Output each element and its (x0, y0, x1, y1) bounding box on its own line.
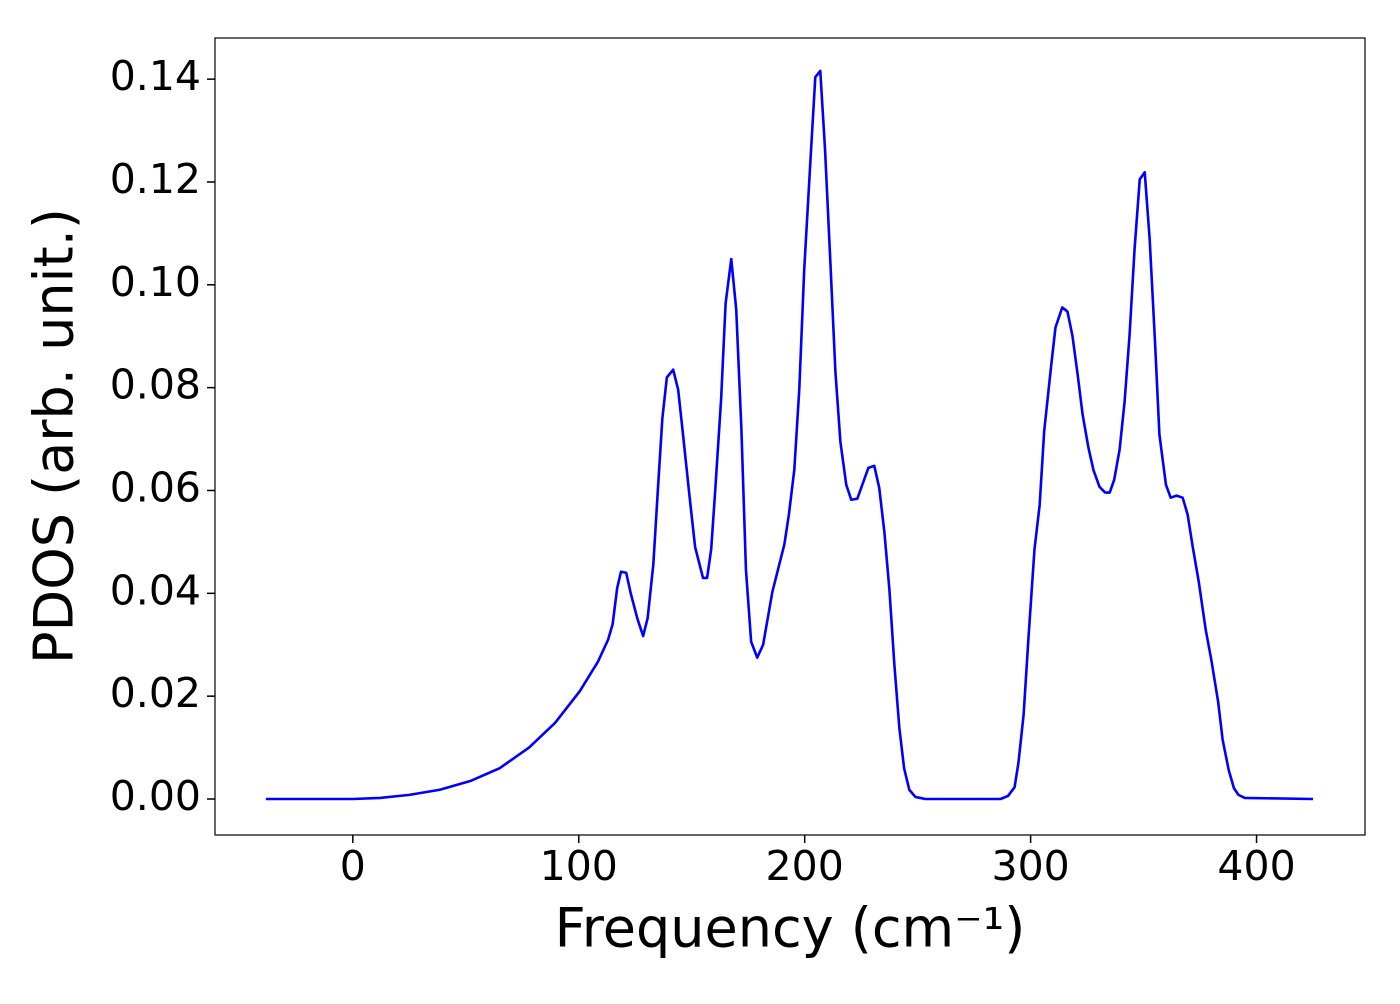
y-tick-label: 0.08 (110, 361, 201, 409)
y-tick-label: 0.02 (110, 669, 201, 717)
y-tick-label: 0.04 (110, 566, 201, 614)
y-tick-label: 0.10 (110, 258, 201, 306)
y-axis-label: PDOS (arb. unit.) (23, 208, 86, 664)
x-tick-label: 200 (766, 842, 844, 890)
x-axis-label: Frequency (cm⁻¹) (555, 897, 1026, 960)
y-tick-label: 0.12 (110, 155, 201, 203)
x-tick-label: 400 (1217, 842, 1295, 890)
x-tick-label: 0 (340, 842, 366, 890)
x-tick-label: 100 (540, 842, 618, 890)
y-tick-label: 0.06 (110, 463, 201, 511)
y-tick-label: 0.14 (110, 52, 201, 100)
pdos-line (265, 69, 1314, 801)
y-tick-label: 0.00 (110, 772, 201, 820)
plot-frame (214, 37, 1366, 836)
x-tick-label: 300 (991, 842, 1069, 890)
